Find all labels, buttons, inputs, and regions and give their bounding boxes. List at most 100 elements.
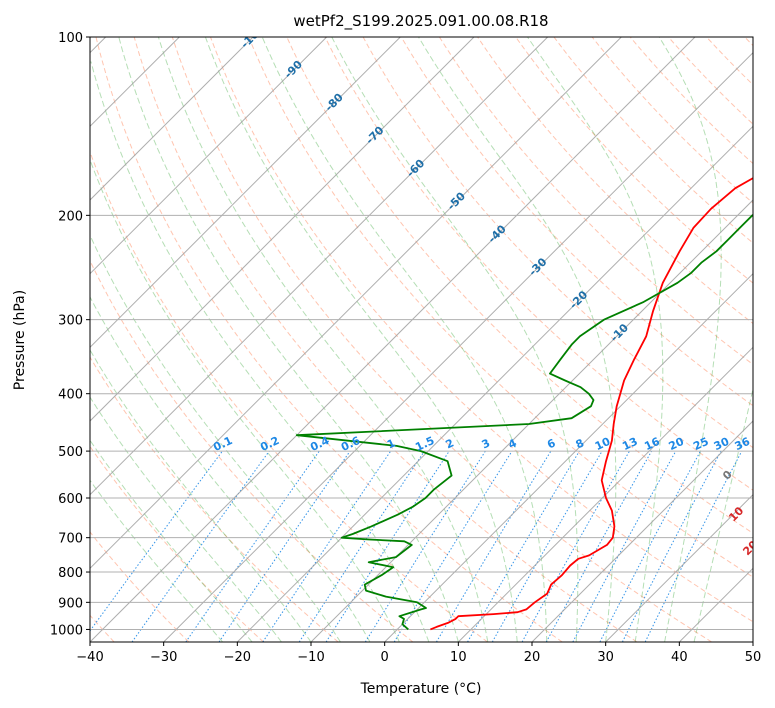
mixing-ratio-line bbox=[491, 450, 603, 642]
isotherm-line bbox=[752, 641, 753, 642]
x-tick-label: 20 bbox=[524, 650, 541, 665]
isotherm-line bbox=[90, 37, 549, 496]
y-tick-label: 300 bbox=[58, 314, 83, 329]
x-axis: −40 −30 −20 −10 0 10 20 30 40 50 bbox=[76, 642, 761, 665]
mixing-ratio-label: 1 bbox=[385, 436, 397, 451]
y-tick-label: 500 bbox=[58, 445, 83, 460]
dry-adiabat-line bbox=[362, 37, 753, 449]
x-tick-label: −30 bbox=[150, 650, 177, 665]
x-tick-label: 30 bbox=[597, 650, 614, 665]
y-tick-label: 800 bbox=[58, 566, 83, 581]
moist-adiabat-line bbox=[90, 479, 223, 642]
x-tick-label: −20 bbox=[224, 650, 251, 665]
dry-adiabat-line bbox=[95, 37, 563, 642]
isotherm-line bbox=[605, 493, 753, 642]
mixing-ratio-label: 13 bbox=[620, 435, 639, 453]
chart-title: wetPf2_S199.2025.091.00.08.R18 bbox=[293, 12, 548, 31]
dry-adiabat-line bbox=[477, 37, 753, 325]
dry-adiabat-line bbox=[591, 37, 753, 204]
moist-adiabat-line bbox=[118, 37, 459, 642]
dry-adiabat-line bbox=[553, 37, 753, 244]
moist-adiabat-line bbox=[90, 396, 282, 642]
mixing-ratio-line bbox=[218, 450, 351, 642]
mixing-ratio-lines bbox=[90, 450, 743, 642]
moist-adiabat-line bbox=[90, 158, 400, 642]
mixing-ratio-line bbox=[572, 450, 677, 642]
isotherm-line bbox=[310, 199, 753, 642]
moist-adiabat-line bbox=[418, 37, 617, 642]
isotherm-line bbox=[90, 37, 622, 570]
isotherms bbox=[90, 37, 753, 642]
y-tick-label: 1000 bbox=[50, 623, 83, 638]
dry-adiabats bbox=[90, 37, 753, 642]
mixing-ratio-label: 6 bbox=[545, 436, 558, 451]
mixing-ratio-line bbox=[545, 450, 653, 642]
moist-adiabat-line bbox=[658, 37, 722, 642]
dry-adiabat-line bbox=[90, 356, 339, 642]
dry-adiabat-line bbox=[286, 37, 753, 534]
mixing-ratio-label: 4 bbox=[506, 436, 519, 451]
pressure-gridlines bbox=[90, 37, 753, 630]
mixing-ratio-label: 8 bbox=[574, 436, 586, 451]
dry-adiabat-line bbox=[668, 37, 753, 125]
moist-adiabat-line bbox=[204, 37, 518, 642]
y-tick-label: 100 bbox=[58, 31, 83, 46]
moist-adiabat-line bbox=[90, 234, 371, 642]
temperature-profile bbox=[430, 177, 753, 631]
y-tick-label: 200 bbox=[58, 209, 83, 224]
mixing-ratio-label: 36 bbox=[733, 435, 753, 453]
x-tick-label: 0 bbox=[381, 650, 389, 665]
moist-adiabat-line bbox=[157, 37, 489, 642]
x-tick-label: 40 bbox=[671, 650, 688, 665]
moist-adiabat-label: 20 bbox=[740, 538, 760, 558]
y-tick-label: 600 bbox=[58, 492, 83, 507]
moist-adiabat-line bbox=[90, 296, 341, 642]
dry-adiabat-line bbox=[210, 37, 753, 623]
isotherm-line bbox=[384, 272, 753, 642]
mixing-ratio-line bbox=[393, 450, 513, 642]
dry-adiabat-line bbox=[171, 37, 712, 642]
mixing-ratio-line bbox=[644, 450, 743, 642]
mixing-ratio-line bbox=[131, 450, 270, 642]
moist-adiabat-line bbox=[90, 439, 253, 642]
mixing-ratio-line bbox=[262, 450, 392, 642]
mixing-ratio-label: 25 bbox=[691, 435, 710, 453]
line-labels: 0.1 0.2 0.4 0.6 1 1.5 2 3 4 6 8 10 13 16 20 25 30 36-100-… bbox=[211, 37, 775, 588]
dry-adiabat-line bbox=[133, 37, 638, 642]
plot-area: 0.1 0.2 0.4 0.6 1 1.5 2 3 4 6 8 10 13 16 20 25 30 36-100-… bbox=[90, 37, 775, 642]
y-axis-label: Pressure (hPa) bbox=[12, 290, 28, 390]
dry-adiabat-line bbox=[400, 37, 753, 407]
isotherm-line bbox=[90, 37, 254, 201]
moist-adiabat-line bbox=[693, 386, 753, 642]
isotherm-line bbox=[90, 37, 696, 642]
dewpoint-profile bbox=[295, 213, 753, 631]
isotherm-line bbox=[90, 37, 328, 275]
moist-adiabat-label: 10 bbox=[726, 504, 746, 524]
mixing-ratio-line bbox=[621, 450, 722, 642]
x-axis-label: Temperature (°C) bbox=[360, 681, 482, 697]
mixing-ratio-label: 3 bbox=[480, 436, 492, 451]
profiles bbox=[295, 177, 753, 631]
isotherm-line bbox=[236, 125, 753, 642]
mixing-ratio-line bbox=[298, 450, 425, 642]
moist-adiabat-line bbox=[331, 37, 579, 642]
isotherm-line bbox=[678, 567, 753, 642]
mixing-ratio-line bbox=[467, 450, 580, 642]
moist-adiabat-label: 30 bbox=[758, 568, 775, 588]
mixing-ratio-line bbox=[90, 450, 223, 632]
dry-adiabat-line bbox=[90, 259, 414, 642]
y-tick-label: 400 bbox=[58, 388, 83, 403]
isotherm-label: -80 bbox=[323, 91, 346, 114]
y-axis: 100 200 300 400 500 600 700 800 900 1000 bbox=[50, 31, 90, 638]
y-tick-label: 900 bbox=[58, 596, 83, 611]
dry-adiabat-line bbox=[90, 150, 488, 642]
mixing-ratio-line bbox=[599, 450, 701, 642]
mixing-ratio-label: 10 bbox=[593, 435, 613, 453]
isotherm-line bbox=[457, 346, 753, 642]
dry-adiabat-line bbox=[438, 37, 753, 366]
x-tick-label: −40 bbox=[76, 650, 103, 665]
x-tick-label: 50 bbox=[745, 650, 762, 665]
dry-adiabat-line bbox=[248, 37, 753, 578]
moist-adiabats bbox=[90, 37, 753, 642]
